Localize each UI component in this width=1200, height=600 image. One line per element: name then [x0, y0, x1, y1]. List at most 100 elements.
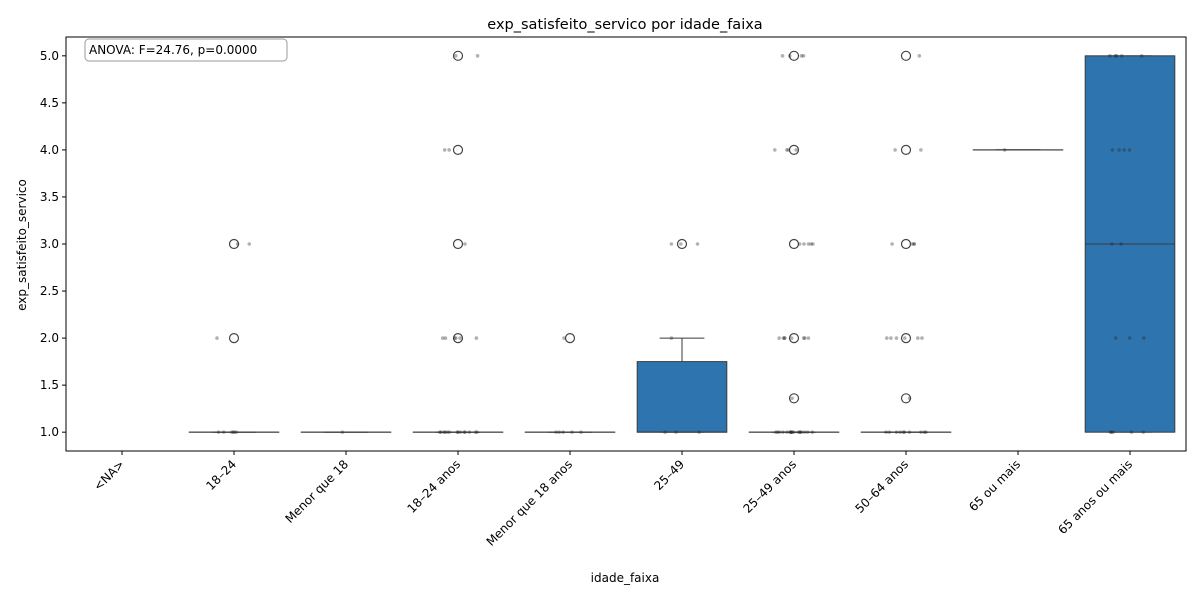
data-point-5-6 [669, 242, 674, 246]
outlier-point-4-0 [564, 332, 576, 344]
data-point-3-19 [458, 336, 462, 340]
data-point-7-16 [885, 336, 889, 340]
data-point-3-24 [454, 54, 458, 58]
data-point-3-20 [463, 242, 467, 246]
box-group-5 [636, 238, 728, 434]
data-point-3-14 [440, 336, 445, 340]
outlier-point-3-3 [452, 50, 464, 61]
data-point-7-14 [920, 336, 924, 340]
data-point-5-2 [697, 430, 701, 434]
data-point-6-34 [785, 148, 789, 152]
x-axis-label: idade_faixa [591, 571, 660, 585]
plot-frame [65, 36, 1187, 452]
data-point-3-23 [475, 54, 480, 58]
data-point-1-4 [229, 430, 234, 434]
y-tick-label-4: 3.0 [40, 237, 59, 251]
data-point-2-0 [340, 430, 345, 434]
data-point-6-29 [806, 242, 811, 246]
data-point-6-25 [802, 336, 807, 340]
data-point-6-2 [802, 430, 807, 434]
data-point-9-7 [1127, 336, 1132, 340]
outlier-point-7-4 [900, 50, 912, 61]
data-point-7-5 [901, 430, 906, 434]
data-point-4-2 [561, 430, 565, 434]
data-point-6-36 [780, 54, 785, 58]
data-point-1-8 [235, 242, 240, 246]
data-point-7-21 [919, 148, 923, 152]
data-point-6-14 [789, 430, 794, 434]
outlier-point-3-2 [452, 144, 464, 156]
data-point-7-18 [912, 242, 917, 246]
data-point-3-17 [443, 336, 448, 340]
data-point-1-0 [231, 430, 236, 434]
anova-annotation-text: ANOVA: F=24.76, p=0.0000 [89, 43, 257, 57]
plot-area [188, 50, 1176, 434]
data-point-7-8 [902, 430, 907, 434]
y-tick-label-8: 5.0 [40, 49, 59, 63]
data-point-6-35 [786, 148, 791, 152]
data-point-3-0 [447, 430, 452, 434]
data-point-7-13 [916, 336, 920, 340]
data-point-6-23 [777, 336, 781, 340]
x-tick-label-1: 18–24 [203, 457, 239, 493]
data-point-6-26 [806, 336, 811, 340]
data-point-7-1 [922, 430, 927, 434]
data-point-9-1 [1111, 430, 1115, 434]
data-point-3-13 [475, 430, 479, 434]
data-point-1-1 [234, 430, 239, 434]
data-point-3-5 [445, 430, 450, 434]
data-point-6-7 [775, 430, 780, 434]
data-point-6-5 [781, 430, 785, 434]
data-point-9-0 [1109, 430, 1114, 434]
data-point-7-2 [884, 430, 888, 434]
data-point-9-3 [1129, 430, 1134, 434]
box-5 [636, 361, 728, 433]
outlier-point-7-2 [900, 238, 912, 250]
data-point-4-4 [579, 430, 583, 434]
y-tick-label-2: 2.0 [40, 331, 59, 345]
data-point-7-9 [919, 430, 923, 434]
outlier-point-6-1 [788, 332, 800, 344]
data-point-6-8 [773, 430, 778, 434]
data-point-6-22 [801, 336, 806, 340]
data-point-9-12 [1122, 148, 1126, 152]
outlier-point-7-3 [900, 144, 912, 156]
box-group-6 [748, 50, 840, 434]
y-tick-label-6: 4.0 [40, 143, 59, 157]
data-point-9-17 [1114, 54, 1119, 58]
data-point-6-6 [790, 430, 794, 434]
data-point-7-4 [907, 430, 912, 434]
data-point-3-4 [456, 430, 460, 434]
data-point-6-30 [802, 242, 806, 246]
data-point-3-1 [467, 430, 472, 434]
data-point-6-13 [785, 430, 789, 434]
data-point-9-8 [1110, 242, 1114, 246]
data-point-6-3 [798, 430, 802, 434]
data-point-8-0 [1002, 148, 1007, 152]
y-tick-label-3: 2.5 [40, 284, 59, 298]
data-point-7-10 [907, 396, 912, 401]
data-point-4-0 [557, 430, 562, 434]
data-point-3-22 [442, 148, 447, 152]
y-axis-label: exp_satisfeito_servico [15, 179, 29, 311]
data-point-9-16 [1113, 54, 1118, 58]
data-point-1-2 [216, 430, 221, 434]
data-point-7-7 [923, 430, 928, 434]
y-tick-label-1: 1.5 [40, 378, 59, 392]
data-point-6-28 [809, 242, 814, 246]
data-point-6-27 [811, 242, 815, 246]
data-point-7-15 [894, 336, 899, 340]
data-point-7-19 [912, 242, 916, 246]
data-point-6-16 [789, 430, 794, 434]
outlier-point-7-1 [900, 332, 912, 344]
data-point-6-10 [799, 430, 804, 434]
outlier-point-3-0 [452, 332, 464, 344]
data-point-6-15 [792, 430, 796, 434]
data-point-4-1 [570, 430, 574, 434]
data-point-6-20 [782, 336, 787, 340]
box-group-8 [972, 148, 1064, 152]
x-tick-label-0: <NA> [91, 457, 127, 493]
y-tick-label-5: 3.5 [40, 190, 59, 204]
data-point-3-9 [455, 430, 460, 434]
anova-annotation-box [84, 38, 288, 62]
